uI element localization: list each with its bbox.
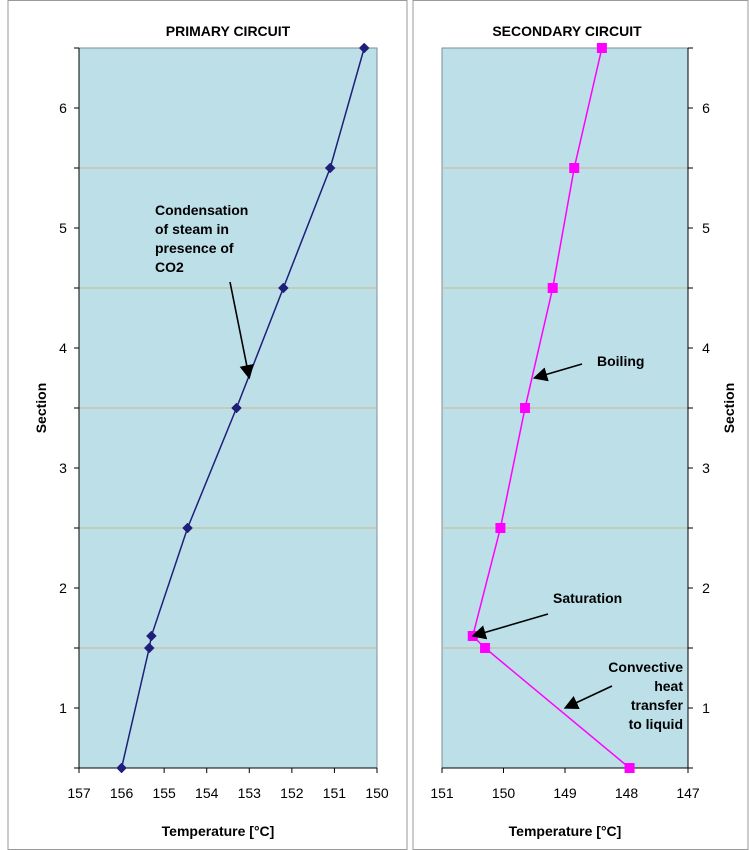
data-point bbox=[277, 282, 289, 294]
data-point bbox=[358, 42, 370, 54]
data-point bbox=[146, 630, 157, 642]
annotation-line: Condensation bbox=[155, 202, 248, 218]
data-point bbox=[182, 522, 193, 534]
x-tick-label: 151 bbox=[323, 785, 347, 801]
x-tick-label: 150 bbox=[492, 785, 516, 801]
annotation-arrow bbox=[563, 685, 613, 710]
annotation-line: of steam in bbox=[155, 221, 229, 237]
data-point bbox=[324, 162, 336, 174]
annotation-text: Condensation of steam in presence of CO2 bbox=[155, 202, 248, 275]
annotation-text: Convective heat transfer to liquid bbox=[608, 659, 683, 732]
x-tick-label: 156 bbox=[110, 785, 134, 801]
primary-annotations: Condensation of steam in presence of CO2 bbox=[155, 202, 254, 380]
y-tick-label: 4 bbox=[59, 340, 67, 356]
primary-series bbox=[116, 42, 370, 774]
y-tick-label: 2 bbox=[702, 580, 710, 596]
y-tick-label: 3 bbox=[59, 460, 67, 476]
annotation-line: CO2 bbox=[155, 259, 184, 275]
annotation-line: to liquid bbox=[629, 716, 683, 732]
x-tick-label: 152 bbox=[280, 785, 304, 801]
y-tick-label: 3 bbox=[702, 460, 710, 476]
x-tick-label: 154 bbox=[195, 785, 219, 801]
annotation-line: presence of bbox=[155, 240, 234, 256]
annotation-line: heat bbox=[654, 678, 683, 694]
x-tick-label: 157 bbox=[67, 785, 91, 801]
data-point bbox=[569, 163, 580, 173]
data-point bbox=[116, 762, 127, 774]
annotation-line: Boiling bbox=[597, 353, 644, 369]
data-point bbox=[495, 523, 506, 533]
data-point bbox=[480, 643, 491, 653]
annotation-line: Convective bbox=[608, 659, 683, 675]
y-tick-label: 5 bbox=[59, 220, 67, 236]
annotation-arrow bbox=[229, 281, 254, 380]
annotation-text: Saturation bbox=[553, 590, 622, 606]
x-tick-label: 153 bbox=[238, 785, 262, 801]
secondary-chart-title: SECONDARY CIRCUIT bbox=[492, 23, 642, 39]
secondary-x-axis-title: Temperature [°C] bbox=[509, 823, 622, 839]
annotation-line: Saturation bbox=[553, 590, 622, 606]
annotation-arrow bbox=[471, 613, 549, 640]
x-tick-label: 150 bbox=[365, 785, 389, 801]
x-tick-label: 148 bbox=[615, 785, 639, 801]
secondary-circuit-chart: 151 150 149 148 147 1 2 3 4 5 6 Boiling Saturation C… bbox=[430, 23, 737, 839]
y-tick-label: 6 bbox=[702, 100, 710, 116]
x-tick-label: 155 bbox=[152, 785, 176, 801]
primary-y-axis-title: Section bbox=[33, 383, 49, 434]
annotation-text: Boiling bbox=[597, 353, 644, 369]
data-point bbox=[231, 402, 242, 414]
data-point bbox=[520, 403, 531, 413]
data-point bbox=[547, 283, 558, 293]
secondary-y-axis-title: Section bbox=[721, 383, 737, 434]
x-tick-label: 147 bbox=[676, 785, 700, 801]
y-tick-label: 5 bbox=[702, 220, 710, 236]
primary-chart-title: PRIMARY CIRCUIT bbox=[166, 23, 291, 39]
secondary-ticks: 151 150 149 148 147 1 2 3 4 5 6 bbox=[430, 47, 710, 801]
y-tick-label: 2 bbox=[59, 580, 67, 596]
primary-gridlines bbox=[79, 167, 377, 649]
y-tick-label: 4 bbox=[702, 340, 710, 356]
primary-x-axis-title: Temperature [°C] bbox=[162, 823, 275, 839]
x-tick-label: 151 bbox=[430, 785, 454, 801]
data-point bbox=[624, 763, 635, 773]
annotation-line: transfer bbox=[631, 697, 684, 713]
data-point bbox=[143, 642, 155, 654]
y-tick-label: 1 bbox=[702, 700, 710, 716]
primary-circuit-chart: 157 156 155 154 153 152 151 150 1 2 3 4 5 6 Condensat… bbox=[33, 23, 389, 839]
secondary-annotations: Boiling Saturation Convective heat transfer t… bbox=[471, 353, 684, 732]
y-tick-label: 6 bbox=[59, 100, 67, 116]
annotation-arrow bbox=[532, 363, 583, 382]
y-tick-label: 1 bbox=[59, 700, 67, 716]
x-tick-label: 149 bbox=[553, 785, 577, 801]
data-point bbox=[596, 43, 607, 53]
secondary-gridlines bbox=[442, 167, 688, 649]
